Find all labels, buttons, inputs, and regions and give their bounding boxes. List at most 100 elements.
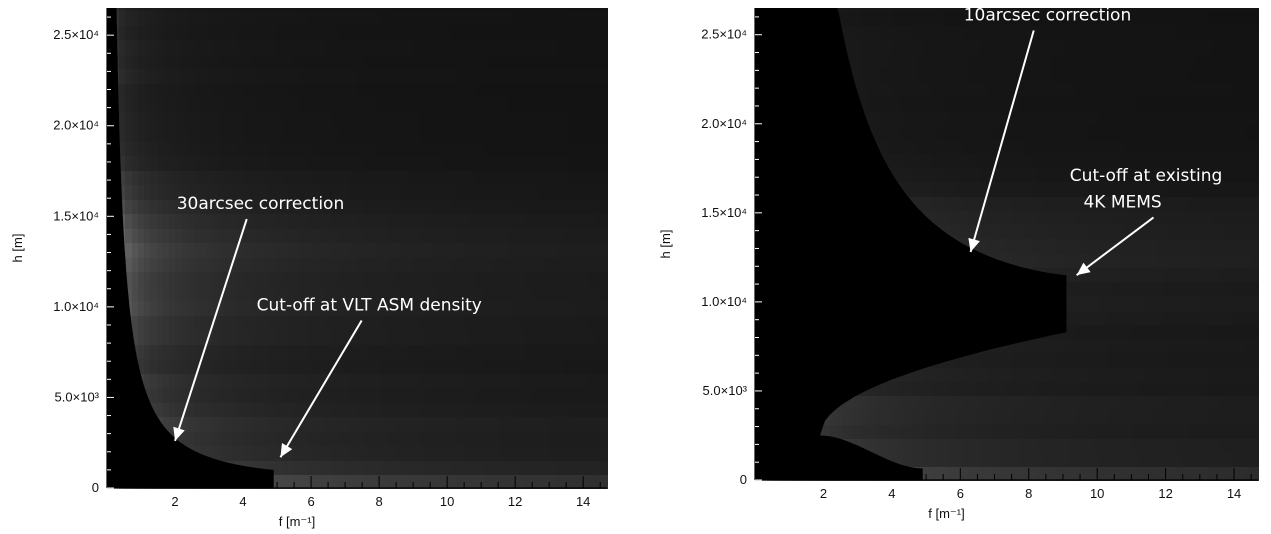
heatmap-cell (375, 227, 383, 243)
heatmap-cell (899, 423, 907, 439)
heatmap-cell (981, 123, 989, 140)
heatmap-cell (182, 154, 190, 171)
heatmap-cell (569, 183, 577, 200)
heatmap-cell (257, 372, 265, 388)
heatmap-cell (375, 430, 383, 446)
heatmap-cell (494, 285, 502, 301)
heatmap-cell (450, 343, 458, 359)
heatmap-cell (931, 166, 939, 182)
heatmap-cell (138, 183, 146, 200)
heatmap-cell (575, 8, 583, 11)
heatmap-cell (350, 314, 358, 330)
heatmap-cell (238, 212, 246, 229)
heatmap-cell (232, 8, 240, 11)
heatmap-cell (319, 111, 327, 127)
heatmap-cell (432, 82, 440, 98)
heatmap-cell (182, 430, 190, 446)
heatmap-cell (469, 227, 477, 243)
heatmap-cell (538, 67, 546, 84)
heatmap-cell (836, 423, 845, 439)
heatmap-cell (1188, 166, 1197, 182)
heatmap-cell (469, 183, 477, 200)
heatmap-cell (157, 314, 165, 330)
heatmap-cell (1226, 95, 1234, 111)
heatmap-cell (1251, 337, 1259, 353)
heatmap-cell (144, 328, 152, 345)
heatmap-cell (438, 415, 446, 432)
heatmap-cell (563, 285, 571, 301)
heatmap-cell (525, 241, 533, 258)
heatmap-cell (419, 67, 427, 84)
heatmap-cell (1107, 266, 1115, 282)
heatmap-cell (507, 38, 515, 55)
heatmap-cell (350, 96, 358, 113)
heatmap-cell (313, 82, 321, 98)
heatmap-cell (394, 125, 402, 142)
heatmap-cell (1245, 180, 1253, 197)
heatmap-cell (194, 212, 202, 229)
heatmap-cell (400, 343, 409, 359)
heatmap-cell (475, 154, 484, 171)
heatmap-cell (169, 9, 177, 26)
heatmap-cell (419, 328, 427, 345)
heatmap-cell (357, 285, 365, 301)
heatmap-cell (507, 256, 515, 272)
heatmap-cell (382, 415, 390, 432)
heatmap-cell (1006, 152, 1014, 168)
heatmap-cell (182, 299, 190, 316)
heatmap-cell (575, 459, 583, 475)
heatmap-cell (880, 138, 889, 154)
heatmap-cell (931, 81, 939, 97)
heatmap-cell (500, 270, 509, 287)
heatmap-cell (1069, 451, 1077, 467)
heatmap-cell (1163, 195, 1171, 211)
heatmap-cell (1012, 366, 1021, 382)
heatmap-cell (188, 430, 196, 446)
heatmap-cell (413, 299, 421, 316)
heatmap-cell (482, 82, 490, 98)
heatmap-cell (1157, 394, 1165, 410)
heatmap-cell (550, 111, 558, 127)
heatmap-cell (494, 372, 502, 388)
heatmap-cell (407, 473, 415, 489)
heatmap-cell (1151, 152, 1159, 168)
heatmap-cell (1056, 195, 1065, 211)
heatmap-cell (1226, 408, 1234, 425)
heatmap-cell (338, 169, 346, 185)
heatmap-cell (450, 111, 458, 127)
heatmap-cell (924, 451, 933, 467)
heatmap-cell (912, 180, 920, 197)
heatmap-cell (307, 125, 315, 142)
heatmap-cell (519, 328, 527, 345)
heatmap-cell (200, 386, 208, 403)
heatmap-cell (1037, 223, 1046, 239)
heatmap-cell (1069, 237, 1077, 254)
heatmap-cell (444, 140, 452, 156)
heatmap-cell (450, 299, 458, 316)
heatmap-cell (207, 314, 215, 330)
heatmap-cell (1100, 451, 1109, 467)
heatmap-cell (1113, 138, 1121, 154)
heatmap-cell (538, 256, 546, 272)
heatmap-cell (219, 444, 227, 461)
heatmap-cell (288, 140, 296, 156)
heatmap-cell (1169, 294, 1178, 311)
heatmap-cell (575, 183, 583, 200)
heatmap-cell (1239, 323, 1247, 339)
heatmap-cell (569, 111, 577, 127)
heatmap-cell (937, 81, 945, 97)
heatmap-cell (132, 125, 140, 142)
heatmap-cell (457, 8, 465, 11)
heatmap-cell (507, 357, 515, 374)
heatmap-cell (475, 285, 484, 301)
heatmap-cell (544, 140, 552, 156)
heatmap-cell (382, 357, 390, 374)
heatmap-cell (1245, 138, 1253, 154)
heatmap-cell (538, 285, 546, 301)
heatmap-cell (943, 451, 951, 467)
heatmap-cell (924, 465, 933, 481)
heatmap-cell (949, 123, 958, 140)
heatmap-cell (338, 473, 346, 489)
heatmap-cell (899, 81, 907, 97)
